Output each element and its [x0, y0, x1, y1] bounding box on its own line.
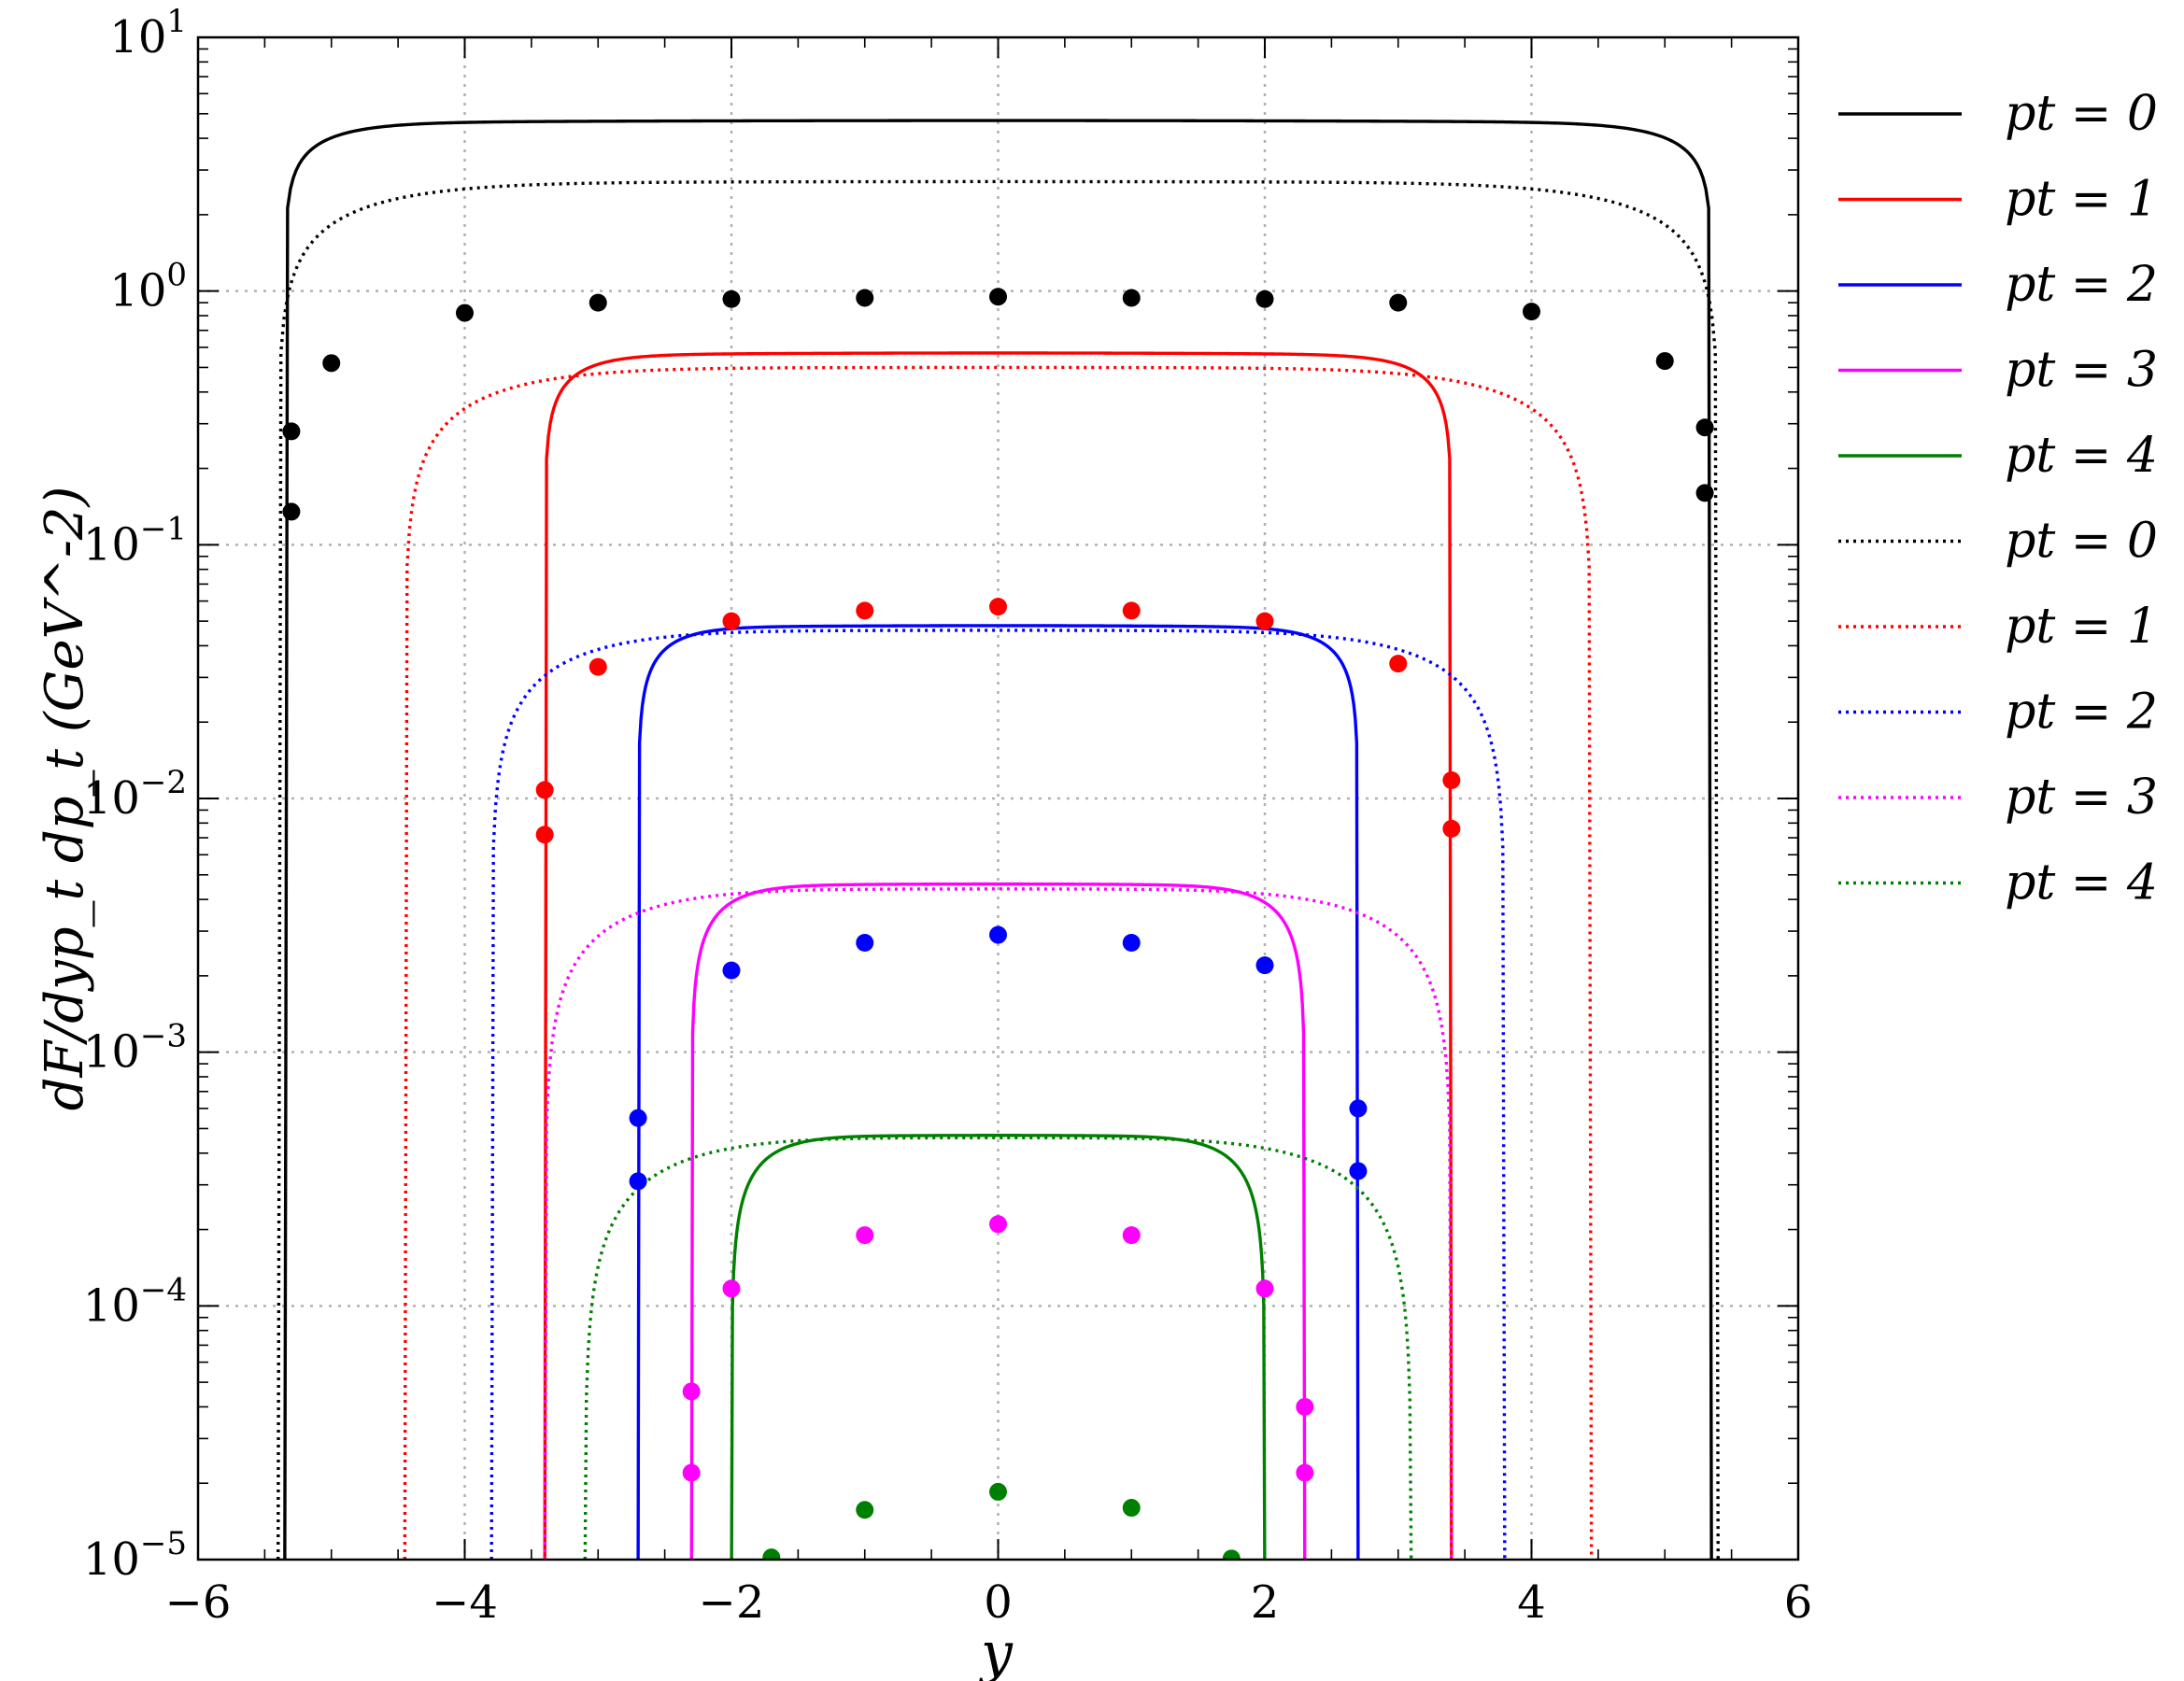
legend-label-0: pt = 0 [2005, 86, 2158, 142]
data-point-0 [1255, 290, 1274, 308]
y-tick-label: 101 [109, 3, 187, 64]
data-point-2 [722, 961, 741, 980]
x-tick-label: 2 [1251, 1576, 1280, 1629]
data-point-2 [1349, 1099, 1368, 1118]
data-point-0 [1655, 352, 1674, 371]
data-point-3 [1296, 1463, 1314, 1482]
data-point-1 [722, 612, 741, 630]
data-point-0 [722, 290, 741, 308]
plot-points [282, 288, 1714, 1560]
plot-series [277, 119, 1720, 1560]
y-tick-label: 10−4 [83, 1271, 187, 1332]
data-point-0 [589, 293, 607, 312]
y-tick-label: 10−5 [83, 1525, 187, 1586]
x-tick-label: 6 [1784, 1576, 1813, 1629]
data-point-2 [856, 933, 874, 952]
data-point-3 [1122, 1226, 1141, 1245]
data-point-1 [1122, 601, 1141, 620]
axis-ticks [197, 36, 1799, 1561]
legend-label-6: pt = 1 [2005, 599, 2158, 655]
data-point-0 [989, 288, 1007, 306]
series-line-4 [730, 1134, 1267, 1560]
data-point-1 [535, 781, 554, 799]
series-line-0 [283, 119, 1713, 1560]
data-point-4 [1222, 1549, 1241, 1560]
data-point-1 [1389, 655, 1408, 673]
data-point-3 [856, 1226, 874, 1245]
data-point-1 [589, 657, 607, 676]
series-line-2 [636, 624, 1360, 1560]
grid-lines [198, 37, 1798, 1560]
legend: pt = 0 pt = 1 pt = 2 pt = 3 pt = 4 pt = 0 pt =… [1838, 86, 2158, 911]
data-point-0 [856, 289, 874, 307]
series-line-1 [543, 351, 1454, 1560]
data-point-0 [1523, 303, 1540, 321]
y-tick-labels: 10−5 10−4 10−3 10−2 10−1 100 101 [83, 3, 187, 1586]
data-point-1 [856, 601, 874, 620]
legend-label-5: pt = 0 [2005, 514, 2158, 570]
data-point-3 [1296, 1397, 1314, 1416]
x-tick-label: −6 [165, 1576, 232, 1629]
data-point-4 [989, 1482, 1007, 1501]
x-tick-label: 0 [984, 1576, 1013, 1629]
data-point-2 [629, 1109, 647, 1127]
data-point-3 [682, 1463, 701, 1482]
y-axis-label: dF/dyp_t dp_t (GeV^-2) [35, 487, 95, 1111]
data-point-2 [989, 925, 1007, 944]
y-tick-label: 10−1 [83, 510, 187, 571]
x-tick-labels: −6 −4 −2 0 2 4 6 [165, 1576, 1813, 1629]
legend-label-7: pt = 2 [2005, 685, 2158, 741]
data-point-3 [722, 1279, 741, 1298]
x-axis-label: y [978, 1620, 1014, 1681]
legend-label-4: pt = 4 [2005, 428, 2158, 484]
data-point-1 [989, 598, 1007, 616]
legend-label-3: pt = 3 [2005, 343, 2158, 399]
data-point-2 [1122, 933, 1141, 952]
plot-frame [196, 35, 1800, 1561]
data-point-0 [1695, 484, 1714, 502]
data-point-2 [1349, 1162, 1368, 1180]
x-tick-label: −2 [699, 1576, 765, 1629]
data-point-2 [629, 1172, 647, 1191]
data-point-3 [989, 1215, 1007, 1234]
x-tick-label: 4 [1517, 1576, 1546, 1629]
y-tick-label: 100 [109, 257, 187, 318]
legend-label-1: pt = 1 [2005, 172, 2158, 228]
data-point-0 [1122, 289, 1141, 307]
legend-label-2: pt = 2 [2005, 257, 2158, 313]
series-line-8 [543, 887, 1454, 1560]
data-point-3 [682, 1382, 701, 1401]
data-point-4 [762, 1548, 781, 1560]
data-point-4 [1122, 1499, 1141, 1518]
data-point-3 [1255, 1279, 1274, 1298]
data-point-1 [535, 826, 554, 844]
data-point-0 [282, 502, 301, 521]
y-tick-label: 10−2 [83, 764, 187, 825]
series-line-3 [689, 882, 1307, 1560]
data-point-2 [1255, 956, 1274, 975]
data-point-0 [1695, 418, 1714, 437]
x-tick-label: −4 [432, 1576, 498, 1629]
data-point-1 [1442, 819, 1461, 838]
legend-label-9: pt = 4 [2005, 855, 2158, 911]
data-point-0 [1389, 293, 1408, 312]
series-line-7 [489, 629, 1507, 1560]
y-tick-label: 10−3 [83, 1018, 187, 1079]
data-point-4 [856, 1501, 874, 1519]
data-point-0 [322, 354, 341, 373]
data-point-0 [282, 422, 301, 441]
data-point-0 [456, 304, 474, 322]
data-point-1 [1442, 770, 1461, 789]
legend-label-8: pt = 3 [2005, 770, 2158, 826]
data-point-1 [1255, 612, 1274, 630]
